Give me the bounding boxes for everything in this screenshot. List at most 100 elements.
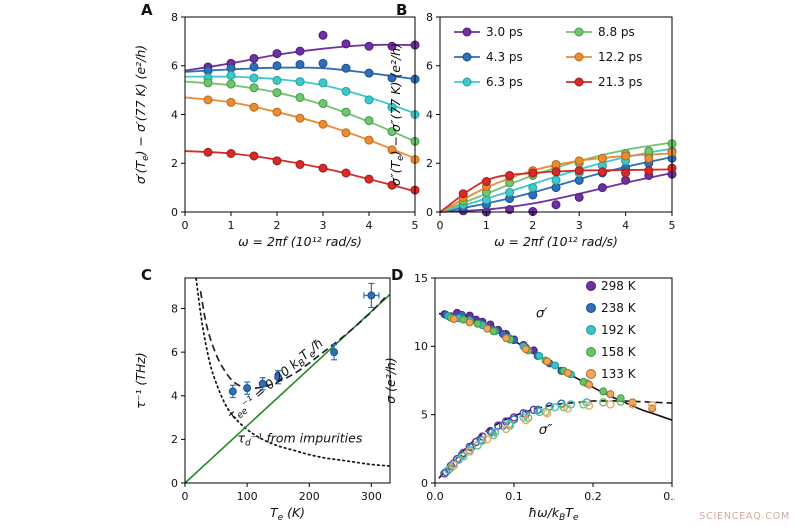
- series-133-k-real: [449, 315, 657, 413]
- legend-label: 3.0 ps: [486, 25, 523, 39]
- y-tick-label: 0: [421, 477, 428, 490]
- legend-label: 298 K: [601, 279, 637, 293]
- legend-label: 158 K: [601, 345, 637, 359]
- y-tick-label: 5: [421, 408, 428, 421]
- plot-area-D: [438, 308, 673, 479]
- axes-frame-D: [434, 277, 673, 484]
- panel-A-chart: 0 1 2 3 4 5 0 2 4 6 8 ω = 2πf (10¹² rad/s) σ′(Te) − …: [133, 1, 420, 249]
- annotation: σ′: [536, 306, 548, 322]
- legend-label: 21.3 ps: [598, 75, 642, 89]
- legend-item-133-k: 133 K: [586, 367, 637, 381]
- y-axis-label: σ″(Te) − σ″(77 K) (e²/h): [388, 43, 406, 186]
- y-tick-label: 4: [171, 108, 178, 121]
- x-tick-label: 3: [320, 219, 327, 232]
- x-tick-label: 100: [237, 490, 258, 503]
- panel-D: 0.0 0.1 0.2 0.3 0 5 10 15 ħω/kBTe σ (e²/h) Dσ′ σ″ 29…: [365, 265, 675, 530]
- series-electron-electron-scattering-rate: [184, 293, 391, 484]
- x-tick-label: 4: [366, 219, 373, 232]
- x-tick-label: 3: [576, 219, 583, 232]
- y-axis-label: σ (e²/h): [383, 357, 398, 403]
- x-tick-label: 0.3: [663, 490, 675, 503]
- plot-area-C: [184, 278, 391, 484]
- series-12.2-ps: [458, 147, 677, 202]
- y-tick-label: 6: [426, 60, 433, 73]
- panel-A: 0 1 2 3 4 5 0 2 4 6 8 ω = 2πf (10¹² rad/s) σ′(Te) − …: [115, 0, 425, 265]
- legend-label: 238 K: [601, 301, 637, 315]
- x-tick-label: 0.0: [426, 490, 444, 503]
- x-tick-label: 2: [529, 219, 536, 232]
- panel-label-C: C: [141, 266, 152, 284]
- legend-item-21.3-ps: 21.3 ps: [566, 75, 642, 89]
- x-tick-label: 0: [437, 219, 444, 232]
- series-21.3-ps: [458, 163, 677, 199]
- y-axis-label: τ⁻¹ (THz): [133, 352, 148, 408]
- watermark: SCIENCEAQ.COM: [699, 511, 790, 522]
- y-tick-label: 0: [426, 206, 433, 219]
- x-tick-label: 5: [412, 219, 419, 232]
- legend-item-158-k: 158 K: [586, 345, 637, 359]
- x-axis-label: ħω/kBTe: [529, 505, 579, 523]
- x-axis-label: ω = 2πf (10¹² rad/s): [494, 234, 618, 249]
- y-tick-label: 6: [171, 60, 178, 73]
- legend-label: 8.8 ps: [598, 25, 635, 39]
- x-tick-label: 2: [274, 219, 281, 232]
- legend-label: 192 K: [601, 323, 637, 337]
- y-tick-label: 4: [171, 390, 178, 403]
- x-tick-label: 0.1: [505, 490, 523, 503]
- y-tick-label: 8: [171, 11, 178, 24]
- x-tick-label: 0: [182, 490, 189, 503]
- y-tick-label: 0: [171, 477, 178, 490]
- panel-label-A: A: [141, 1, 153, 19]
- legend-item-298-k: 298 K: [586, 279, 637, 293]
- panel-label-D: D: [391, 266, 403, 284]
- y-tick-label: 4: [426, 108, 433, 121]
- series-12.2-ps: [203, 95, 420, 165]
- plot-area-B: [439, 139, 677, 217]
- y-tick-label: 8: [171, 302, 178, 315]
- legend-label: 4.3 ps: [486, 50, 523, 64]
- y-tick-label: 2: [171, 157, 178, 170]
- series-21.3-ps: [203, 147, 420, 195]
- y-tick-label: 6: [171, 346, 178, 359]
- annotation: τee⁻¹ = 0.20 kBTe/ħ: [225, 335, 328, 426]
- y-tick-label: 0: [171, 206, 178, 219]
- x-tick-label: 1: [483, 219, 490, 232]
- y-tick-label: 8: [426, 11, 433, 24]
- series-133-k-imaginary: [449, 400, 657, 470]
- y-tick-label: 15: [414, 272, 428, 285]
- panel-D-chart: 0.0 0.1 0.2 0.3 0 5 10 15 ħω/kBTe σ (e²/h) Dσ′ σ″ 29…: [383, 266, 675, 523]
- series-238-k-imaginary: [441, 399, 566, 477]
- legend-item-192-k: 192 K: [586, 323, 637, 337]
- annotation: σ″: [539, 422, 553, 438]
- legend-item-4.3-ps: 4.3 ps: [454, 50, 523, 64]
- annotation: τd⁻¹ from impurities: [237, 431, 362, 449]
- series-192-k-imaginary: [444, 398, 591, 475]
- x-tick-label: 200: [299, 490, 320, 503]
- x-tick-label: 1: [228, 219, 235, 232]
- legend-item-6.3-ps: 6.3 ps: [454, 75, 523, 89]
- legend-label: 6.3 ps: [486, 75, 523, 89]
- legend-item-8.8-ps: 8.8 ps: [566, 25, 635, 39]
- x-tick-label: 300: [361, 490, 382, 503]
- legend-label: 133 K: [601, 367, 637, 381]
- y-tick-label: 2: [426, 157, 433, 170]
- panel-label-B: B: [396, 1, 407, 19]
- x-tick-label: 0: [182, 219, 189, 232]
- y-tick-label: 2: [171, 433, 178, 446]
- axes-frame-C: [184, 277, 391, 484]
- legend-item-3.0-ps: 3.0 ps: [454, 25, 523, 39]
- legend-item-238-k: 238 K: [586, 301, 637, 315]
- y-tick-label: 10: [414, 340, 428, 353]
- legend-label: 12.2 ps: [598, 50, 642, 64]
- x-tick-label: 0.2: [584, 490, 602, 503]
- legend-item-12.2-ps: 12.2 ps: [566, 50, 642, 64]
- y-axis-label: σ′(Te) − σ′(77 K) (e²/h): [133, 45, 151, 184]
- x-tick-label: 5: [669, 219, 676, 232]
- series-6.3-ps: [203, 71, 420, 119]
- x-axis-label: ω = 2πf (10¹² rad/s): [238, 234, 362, 249]
